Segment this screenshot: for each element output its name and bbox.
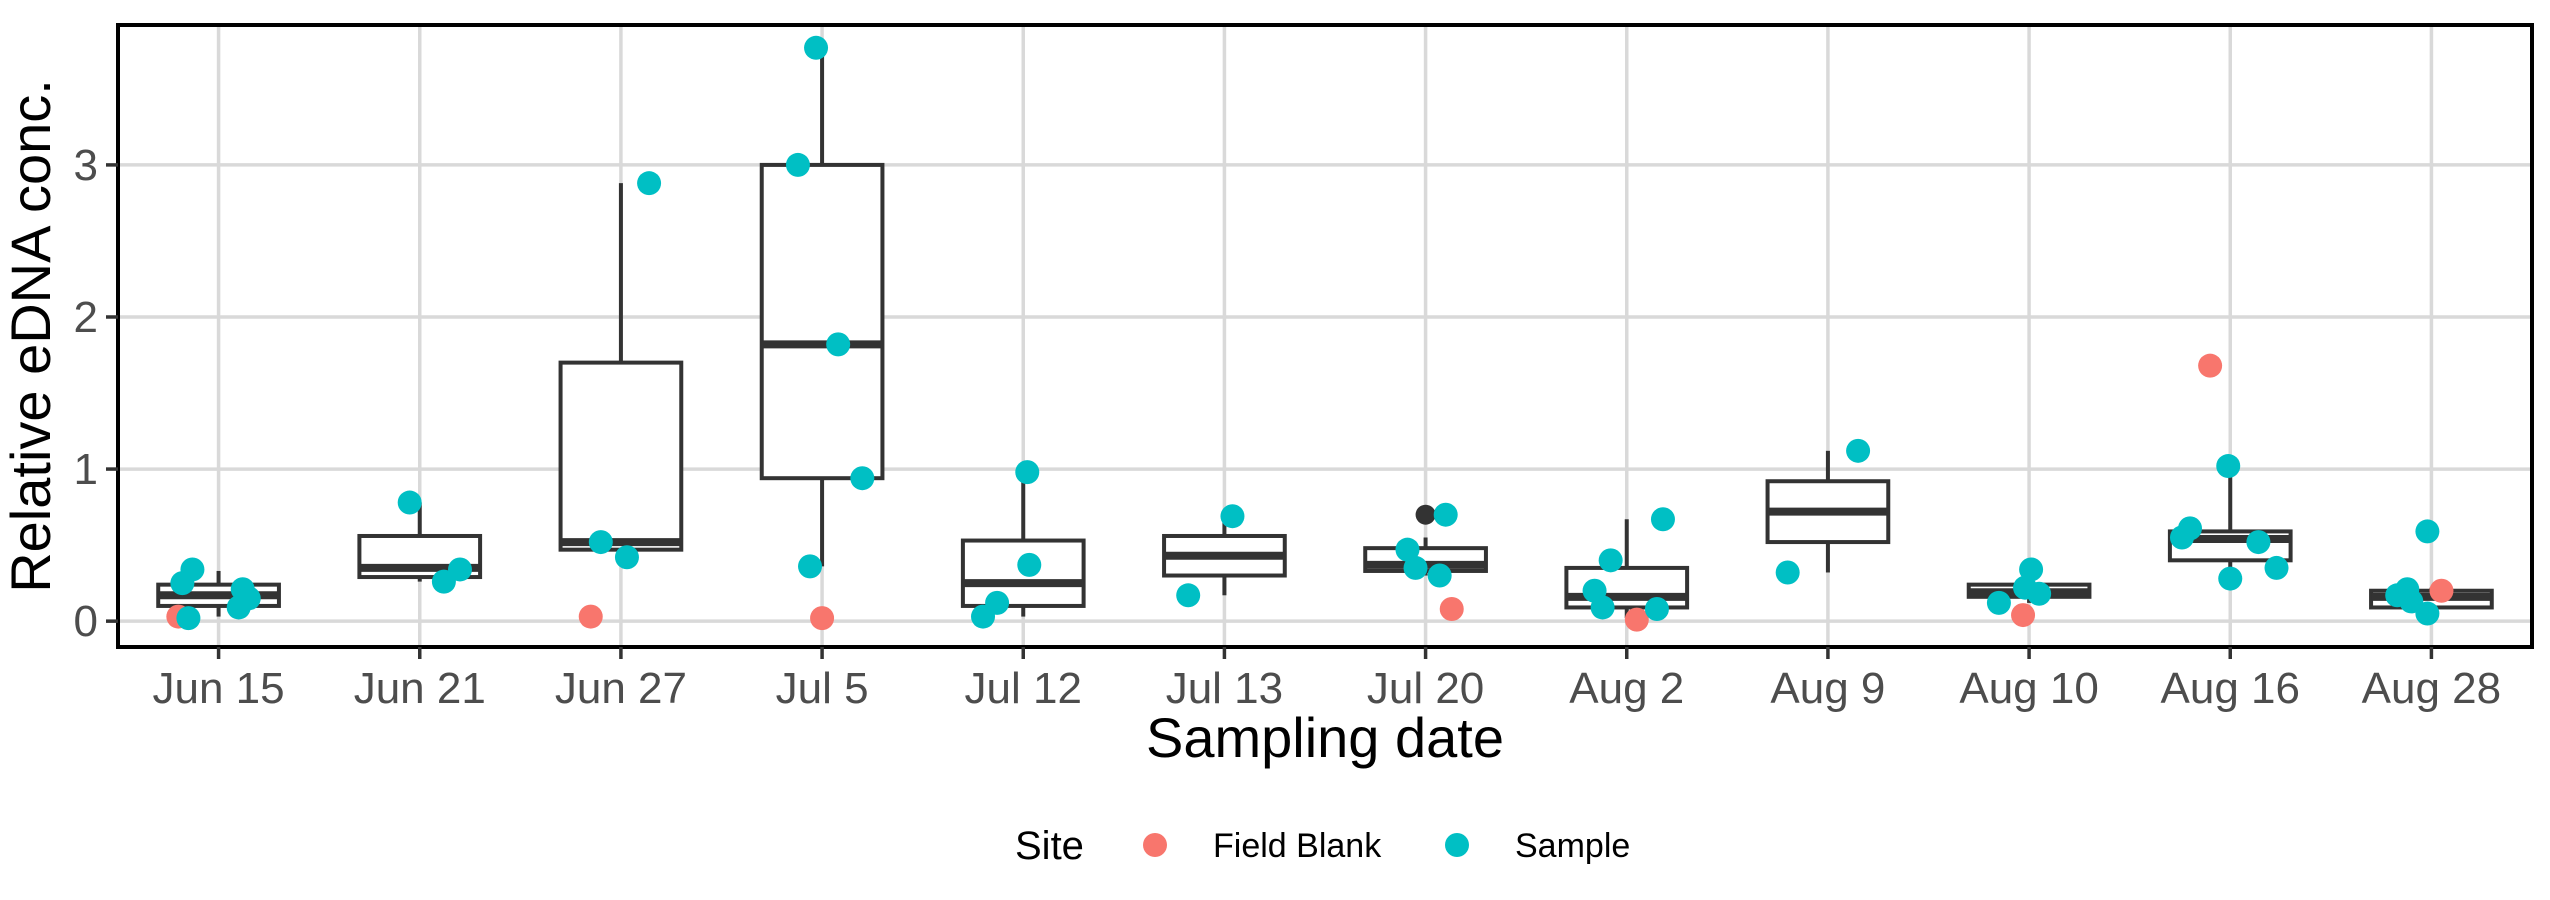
y-tick-label: 3 xyxy=(74,141,98,190)
legend-title: Site xyxy=(1015,824,1084,868)
point-sample xyxy=(2216,454,2241,479)
point-sample xyxy=(614,545,639,570)
axes: 0 1 2 3 Jun 15 Jun 21 Jun 27 Jul 5 Jul 12 Jul 13 J… xyxy=(74,141,2502,713)
y-tick-label: 0 xyxy=(74,597,98,646)
point-sample xyxy=(804,35,829,60)
point-sample xyxy=(1986,590,2011,615)
x-tick-label: Jul 13 xyxy=(1166,664,1283,713)
point-sample xyxy=(588,530,613,555)
point-sample xyxy=(2264,555,2289,580)
x-axis-title: Sampling date xyxy=(1146,706,1504,769)
x-tick-label: Jul 12 xyxy=(965,664,1082,713)
boxplot-aug-2 xyxy=(1564,519,1690,619)
box-iqr xyxy=(558,360,684,552)
point-sample xyxy=(1015,460,1040,485)
point-sample xyxy=(1775,560,1800,585)
x-tick-label: Jun 27 xyxy=(555,664,687,713)
point-sample xyxy=(1650,507,1675,532)
point-sample xyxy=(2218,566,2243,591)
point-sample xyxy=(1017,552,1042,577)
x-tick-label: Aug 16 xyxy=(2161,664,2300,713)
point-sample xyxy=(1176,583,1201,608)
point-sample xyxy=(1598,548,1623,573)
legend-key-field-blank xyxy=(1143,833,1167,857)
point-sample xyxy=(2415,519,2440,544)
point-sample xyxy=(1644,596,1669,621)
boxplot-jul-5 xyxy=(759,47,885,567)
x-tick-label: Jun 21 xyxy=(354,664,486,713)
y-tick-label: 1 xyxy=(74,445,98,494)
legend-label-field-blank: Field Blank xyxy=(1213,827,1382,865)
point-field-blank xyxy=(1624,607,1649,632)
x-tick-label: Jun 15 xyxy=(153,664,285,713)
point-sample xyxy=(637,171,662,196)
point-field-blank xyxy=(810,606,835,631)
point-sample xyxy=(850,466,875,491)
x-tick-label: Aug 2 xyxy=(1569,664,1684,713)
x-tick-label: Aug 10 xyxy=(1959,664,2098,713)
x-tick-label: Jul 5 xyxy=(776,664,869,713)
point-sample xyxy=(397,490,422,515)
box-iqr xyxy=(759,162,885,481)
point-field-blank xyxy=(1439,596,1464,621)
data-points xyxy=(166,35,2454,632)
boxplot-jul-13 xyxy=(1162,516,1287,596)
point-sample xyxy=(2169,525,2194,550)
point-sample xyxy=(1220,504,1245,529)
point-sample xyxy=(2019,557,2044,582)
point-sample xyxy=(826,332,851,357)
plot-panel-border xyxy=(116,23,2534,649)
point-sample xyxy=(1846,438,1871,463)
legend-label-sample: Sample xyxy=(1515,827,1630,865)
point-sample xyxy=(2246,530,2271,555)
point-sample xyxy=(971,604,996,629)
point-sample xyxy=(2027,581,2052,606)
legend-key-sample xyxy=(1445,833,1469,857)
y-tick-label: 2 xyxy=(74,293,98,342)
boxplot-aug-9 xyxy=(1765,450,1891,573)
boxplot-jul-12 xyxy=(960,472,1086,617)
point-sample xyxy=(798,554,823,579)
grid-lines xyxy=(118,25,2532,647)
legend: Site Field Blank Sample xyxy=(1015,824,1630,868)
point-sample xyxy=(1433,502,1458,527)
point-sample xyxy=(176,606,201,631)
point-sample xyxy=(170,571,195,596)
point-field-blank xyxy=(2429,578,2454,603)
point-field-blank xyxy=(2198,353,2223,378)
point-sample xyxy=(1590,595,1615,620)
box-iqr xyxy=(1564,565,1690,610)
point-sample xyxy=(1403,555,1428,580)
point-sample xyxy=(226,595,251,620)
point-field-blank xyxy=(2011,603,2036,628)
point-sample xyxy=(1395,537,1420,562)
point-field-blank xyxy=(578,604,603,629)
x-tick-label: Jul 20 xyxy=(1367,664,1484,713)
x-tick-label: Aug 28 xyxy=(2362,664,2501,713)
boxplots xyxy=(156,47,2494,619)
outlier-point xyxy=(1415,504,1436,525)
point-sample xyxy=(785,152,810,177)
y-axis-title: Relative eDNA conc. xyxy=(0,79,62,593)
point-sample xyxy=(1427,563,1452,588)
point-sample xyxy=(2415,601,2440,626)
x-tick-label: Aug 9 xyxy=(1770,664,1885,713)
boxplot-jun-27 xyxy=(558,183,684,558)
point-sample xyxy=(431,569,456,594)
